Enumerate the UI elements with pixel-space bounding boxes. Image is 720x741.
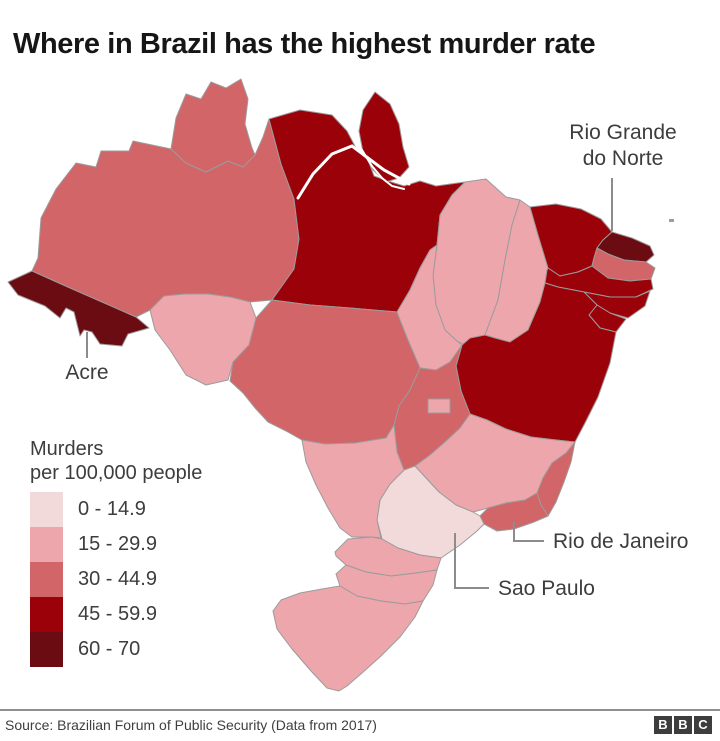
annotation-rio-grande-do-norte-line1: Rio Grande (569, 121, 677, 144)
bbc-logo: B B C (652, 716, 712, 734)
state-rio-grande-do-sul (272, 585, 424, 692)
bbc-logo-letter: C (694, 716, 712, 734)
annotation-rio-de-janeiro: Rio de Janeiro (553, 530, 689, 553)
leader-line-sao-paulo (454, 533, 489, 589)
legend-title-line1: Murders (30, 438, 104, 460)
annotation-rio-grande-do-norte: Rio Grande do Norte (543, 120, 703, 173)
legend-row: 45 - 59.9 (30, 597, 157, 632)
legend-row: 0 - 14.9 (30, 492, 157, 527)
annotation-rio-grande-do-norte-line2: do Norte (582, 147, 664, 171)
legend-swatch-30-44 (30, 562, 63, 597)
leader-line-rio-de-janeiro (513, 521, 544, 542)
legend-row: 15 - 29.9 (30, 527, 157, 562)
legend-row: 30 - 44.9 (30, 562, 157, 597)
legend-label: 45 - 59.9 (78, 603, 157, 625)
state-rio-de-janeiro (479, 492, 549, 532)
fernando-de-noronha-island (669, 219, 674, 222)
bbc-logo-letter: B (654, 716, 672, 734)
legend-label: 0 - 14.9 (78, 498, 146, 520)
legend-label: 30 - 44.9 (78, 568, 157, 590)
legend-swatch-0-14 (30, 492, 63, 527)
bbc-logo-letter: B (674, 716, 692, 734)
legend-title: Murders per 100,000 people (30, 437, 202, 485)
legend: 0 - 14.9 15 - 29.9 30 - 44.9 45 - 59.9 6… (30, 492, 157, 667)
leader-lines (86, 178, 613, 589)
annotation-sao-paulo: Sao Paulo (498, 577, 595, 600)
legend-swatch-60-70 (30, 632, 63, 667)
state-distrito-federal (427, 398, 451, 414)
footer-divider (0, 709, 720, 711)
state-mato-grosso-do-sul (301, 424, 405, 539)
legend-label: 60 - 70 (78, 638, 141, 660)
legend-swatch-45-59 (30, 597, 63, 632)
legend-title-line2: per 100,000 people (30, 462, 203, 484)
state-shapes (7, 78, 656, 692)
annotation-acre: Acre (65, 361, 109, 384)
state-mato-grosso (229, 299, 421, 445)
legend-label: 15 - 29.9 (78, 533, 157, 555)
page-title: Where in Brazil has the highest murder r… (13, 28, 596, 61)
state-roraima (170, 78, 256, 173)
state-amazonas (31, 118, 300, 318)
legend-swatch-15-29 (30, 527, 63, 562)
state-acre (7, 270, 150, 347)
legend-row: 60 - 70 (30, 632, 157, 667)
amazon-river-lines (296, 144, 411, 200)
source-text: Source: Brazilian Forum of Public Securi… (5, 717, 377, 733)
